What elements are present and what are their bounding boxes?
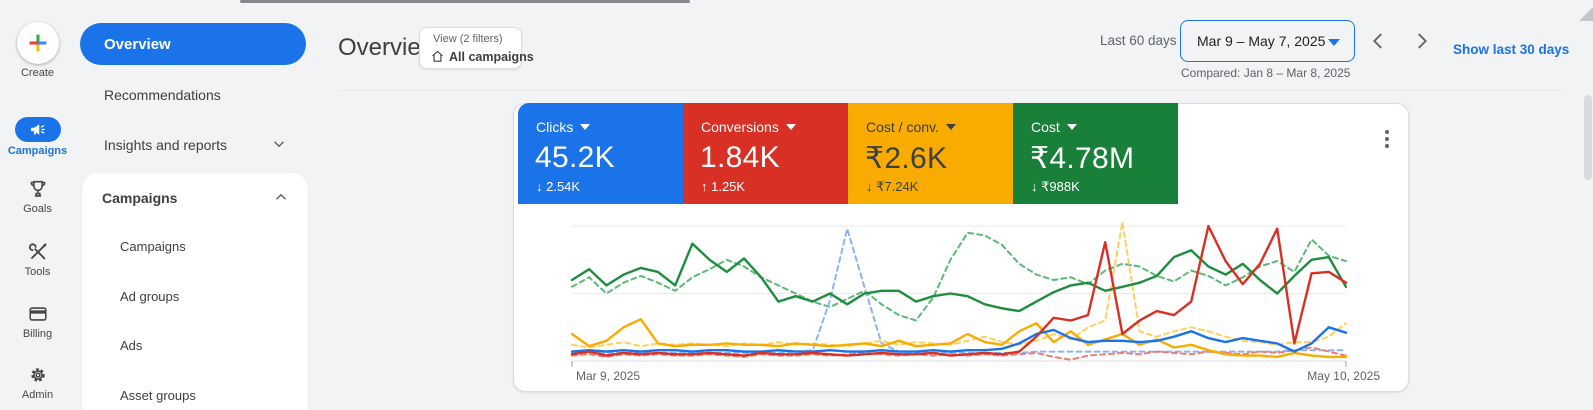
previous-range-button[interactable] bbox=[1367, 30, 1389, 52]
metric-delta: ↓ ₹988K bbox=[1031, 179, 1080, 194]
rail-label-admin: Admin bbox=[21, 389, 54, 401]
rail-item-tools[interactable]: Tools bbox=[0, 241, 75, 278]
icon-rail: Create Campaigns bbox=[0, 0, 75, 410]
nav-menu: Overview Recommendations Insights and re… bbox=[75, 0, 320, 410]
rail-item-billing[interactable]: Billing bbox=[0, 303, 75, 340]
rail-label-goals: Goals bbox=[23, 203, 52, 215]
chart-line-cost bbox=[570, 242, 1348, 313]
rail-label-campaigns: Campaigns bbox=[7, 145, 68, 157]
chart-series-layer bbox=[570, 220, 1348, 361]
overview-chart-card: Mar 9, 2025 May 10, 2025 Clicks 45.2K ↓ … bbox=[513, 103, 1409, 392]
chart-line-cost-conv-compared- bbox=[571, 220, 1347, 349]
header-divider bbox=[340, 90, 1561, 91]
rail-item-campaigns[interactable]: Campaigns bbox=[0, 117, 75, 157]
view-filter-chip[interactable]: View (2 filters) All campaigns bbox=[419, 27, 534, 69]
metric-tile-clicks[interactable]: Clicks 45.2K ↓ 2.54K bbox=[518, 103, 683, 204]
metric-tile-cost-per-conv[interactable]: Cost / conv. ₹2.6K ↓ ₹7.24K bbox=[848, 103, 1013, 204]
campaigns-active-pill[interactable] bbox=[14, 117, 61, 142]
chevron-up-icon bbox=[272, 188, 290, 209]
metric-delta: ↑ 1.25K bbox=[701, 179, 746, 194]
rail-label-tools: Tools bbox=[24, 266, 51, 278]
chart-line-clicks bbox=[570, 326, 1348, 353]
nav-item-asset-groups[interactable]: Asset groups bbox=[120, 387, 196, 403]
chart-line-clicks-compared- bbox=[571, 227, 1347, 354]
view-filter-scope: All campaigns bbox=[449, 49, 534, 64]
nav-section-campaigns[interactable]: Campaigns bbox=[82, 183, 308, 213]
metric-tile-conversions[interactable]: Conversions 1.84K ↑ 1.25K bbox=[683, 103, 848, 204]
chevron-left-icon bbox=[1373, 33, 1382, 49]
kebab-icon bbox=[1385, 130, 1389, 134]
campaigns-section-card: Campaigns Campaigns Ad groups Ads Asset … bbox=[82, 173, 308, 410]
metric-value: 1.84K bbox=[700, 141, 780, 174]
dropdown-caret-icon bbox=[1328, 39, 1340, 46]
home-icon bbox=[432, 50, 443, 62]
metric-delta: ↓ 2.54K bbox=[536, 179, 581, 194]
rail-label-create: Create bbox=[20, 67, 55, 79]
nav-item-ad-groups[interactable]: Ad groups bbox=[120, 288, 180, 304]
chart-line-conversions bbox=[570, 224, 1348, 357]
chart-line-cost-compared- bbox=[571, 231, 1347, 322]
x-axis-label-end: May 10, 2025 bbox=[1307, 369, 1380, 383]
chart-line-cost-conv- bbox=[570, 317, 1348, 359]
wrench-icon bbox=[28, 243, 47, 260]
trophy-icon bbox=[30, 180, 45, 197]
metric-value: 45.2K bbox=[535, 141, 615, 174]
credit-card-icon bbox=[28, 307, 47, 321]
compared-range-label: Compared: Jan 8 – Mar 8, 2025 bbox=[1181, 66, 1351, 80]
rail-item-create[interactable]: Create bbox=[0, 22, 75, 79]
rail-label-billing: Billing bbox=[22, 328, 53, 340]
vertical-scrollbar-thumb[interactable] bbox=[1584, 95, 1592, 180]
metric-value: ₹4.78M bbox=[1030, 142, 1135, 175]
metric-dropdown-caret-icon bbox=[1066, 124, 1077, 130]
chevron-down-icon bbox=[270, 135, 288, 156]
create-button[interactable] bbox=[16, 22, 59, 64]
next-range-button[interactable] bbox=[1411, 30, 1433, 52]
metric-delta: ↓ ₹7.24K bbox=[866, 179, 919, 194]
date-range-value: Mar 9 – May 7, 2025 bbox=[1197, 33, 1326, 49]
view-filter-count: View (2 filters) bbox=[433, 33, 503, 45]
nav-item-insights-and-reports[interactable]: Insights and reports bbox=[80, 130, 306, 160]
nav-item-overview-label: Overview bbox=[104, 35, 171, 53]
nav-item-ads[interactable]: Ads bbox=[120, 337, 143, 353]
chevron-right-icon bbox=[1418, 33, 1427, 49]
metric-tile-cost[interactable]: Cost ₹4.78M ↓ ₹988K bbox=[1013, 103, 1178, 204]
date-range-selector[interactable]: Mar 9 – May 7, 2025 bbox=[1180, 20, 1355, 62]
chart-line-conversions-compared- bbox=[571, 346, 1347, 361]
nav-item-recommendations[interactable]: Recommendations bbox=[104, 87, 221, 103]
megaphone-icon bbox=[31, 124, 46, 135]
rail-item-admin[interactable]: Admin bbox=[0, 364, 75, 401]
horizontal-scrollbar-thumb[interactable] bbox=[240, 0, 690, 3]
plus-create-icon bbox=[29, 34, 46, 52]
card-more-options-button[interactable] bbox=[1374, 124, 1400, 154]
metric-dropdown-caret-icon bbox=[580, 124, 591, 130]
nav-item-overview[interactable]: Overview bbox=[80, 23, 306, 65]
scrollbar-corner bbox=[1579, 7, 1593, 21]
metric-dropdown-caret-icon bbox=[945, 124, 956, 130]
gear-icon bbox=[30, 368, 45, 382]
show-last-30-days-link[interactable]: Show last 30 days bbox=[1453, 42, 1570, 57]
rail-item-goals[interactable]: Goals bbox=[0, 178, 75, 215]
nav-item-campaigns[interactable]: Campaigns bbox=[120, 238, 186, 254]
date-range-label: Last 60 days bbox=[1100, 33, 1177, 48]
x-axis-label-start: Mar 9, 2025 bbox=[576, 369, 640, 383]
metric-value: ₹2.6K bbox=[865, 142, 948, 175]
metric-dropdown-caret-icon bbox=[785, 124, 796, 130]
